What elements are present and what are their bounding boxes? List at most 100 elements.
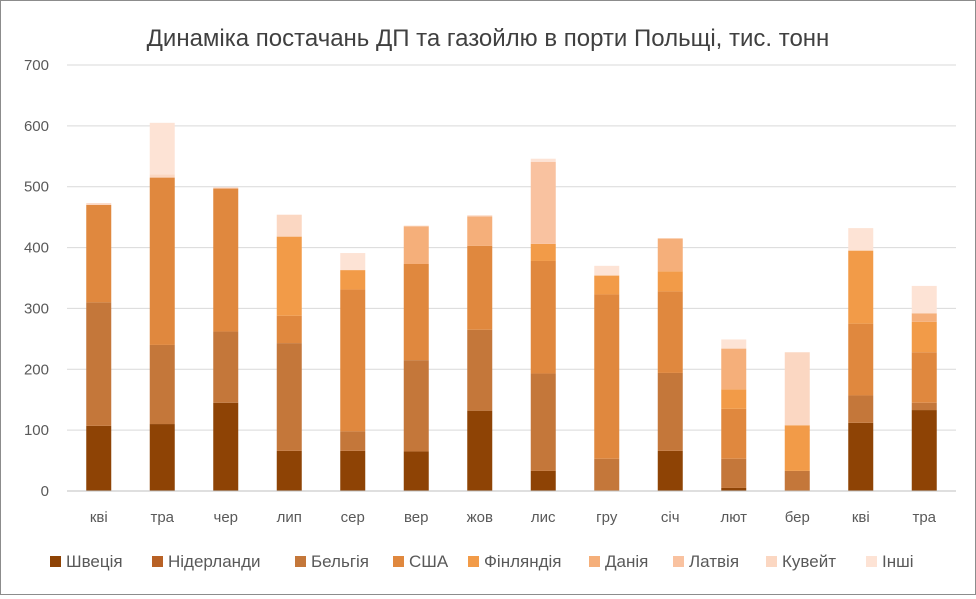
x-tick-label: кві [852, 509, 870, 526]
legend-swatch [589, 556, 600, 567]
legend-swatch [766, 556, 777, 567]
legend-item: Данія [589, 552, 648, 571]
x-tick-label: тра [912, 509, 936, 526]
bar-segment [530, 373, 556, 471]
chart-title: Динаміка постачань ДП та газойлю в порти… [147, 25, 830, 52]
bar-segment [657, 238, 683, 272]
bar-segment [848, 422, 874, 491]
bar-segment [848, 250, 874, 324]
legend-item: Нідерланди [152, 552, 260, 571]
bar-segment [149, 122, 175, 175]
bar-segment [403, 226, 429, 265]
bar-segment [721, 348, 747, 390]
y-axis-ticks: 0 100 200 300 400 500 600 700 [24, 57, 49, 500]
legend-swatch [152, 556, 163, 567]
y-tick-label: 300 [24, 300, 49, 317]
bar-segment [86, 425, 112, 491]
legend-item: США [393, 552, 449, 571]
x-tick-label: кві [90, 509, 108, 526]
legend-swatch [866, 556, 877, 567]
bar-segment [594, 294, 620, 459]
bar-segment [911, 313, 937, 322]
bar-segment [530, 243, 556, 261]
bar-segment [340, 450, 366, 491]
bar-segment [657, 271, 683, 292]
bar-segment [276, 214, 302, 237]
bar-segment [403, 225, 429, 227]
bar-segment [340, 270, 366, 290]
legend-swatch [468, 556, 479, 567]
bar-segment [467, 329, 493, 411]
y-tick-label: 400 [24, 240, 49, 257]
bar-segment [467, 215, 493, 217]
bar-segment [530, 260, 556, 374]
bar-segment [721, 339, 747, 349]
bar-segment [149, 174, 175, 178]
bar-segment [721, 458, 747, 488]
x-axis: кві тра чер лип сер вер жов лис гру січ лют бер кві т… [67, 490, 956, 526]
x-tick-label: сер [341, 509, 365, 526]
legend-item: Латвія [673, 552, 739, 571]
legend-item: Кувейт [766, 552, 836, 571]
y-tick-label: 600 [24, 118, 49, 135]
legend-label: Нідерланди [168, 552, 260, 571]
bar-segment [149, 424, 175, 491]
x-tick-label: лют [720, 509, 747, 526]
bar-segment [403, 360, 429, 452]
y-tick-label: 200 [24, 361, 49, 378]
bar-segment [784, 425, 810, 471]
bar-segment [848, 323, 874, 396]
legend-item: Фінляндія [468, 552, 562, 571]
bar-segment [911, 352, 937, 403]
bar-segment [86, 302, 112, 426]
x-tick-label: жов [467, 509, 493, 526]
legend-swatch [673, 556, 684, 567]
legend-label: Фінляндія [484, 552, 562, 571]
bar-segment [213, 187, 239, 189]
legend-label: США [409, 552, 449, 571]
legend-swatch [50, 556, 61, 567]
bar-segment [911, 410, 937, 491]
bar-segment [276, 315, 302, 344]
bar-segment [340, 431, 366, 451]
bar-segment [784, 352, 810, 426]
grid-lines [67, 64, 956, 431]
legend-item: Бельгія [295, 552, 369, 571]
bar-segment [721, 389, 747, 409]
legend-label: Бельгія [311, 552, 369, 571]
y-tick-label: 100 [24, 422, 49, 439]
x-tick-label: лип [277, 509, 302, 526]
bar-segment [594, 265, 620, 276]
bar-segment [149, 344, 175, 425]
y-tick-label: 0 [41, 483, 49, 500]
bar-segment [276, 236, 302, 316]
legend-label: Латвія [689, 552, 739, 571]
bar-segment [657, 291, 683, 373]
bar-segment [403, 264, 429, 361]
legend-swatch [295, 556, 306, 567]
bar-segment [276, 450, 302, 491]
legend-label: Інші [882, 552, 914, 571]
bar-segment [467, 410, 493, 491]
legend: Швеція Нідерланди Бельгія США Фінляндія Данія… [50, 552, 914, 571]
bar-segment [467, 245, 493, 330]
bar-segment [149, 177, 175, 345]
bar-segment [213, 188, 239, 332]
legend-item: Швеція [50, 552, 123, 571]
legend-swatch [393, 556, 404, 567]
bar-segment [911, 321, 937, 353]
bar-segment [276, 343, 302, 451]
legend-item: Інші [866, 552, 914, 571]
x-tick-label: вер [404, 509, 429, 526]
bar-segment [530, 470, 556, 491]
x-tick-label: гру [596, 509, 618, 526]
bar-segment [911, 285, 937, 314]
y-tick-label: 700 [24, 57, 49, 74]
x-tick-label: січ [661, 509, 680, 526]
bar-segment [657, 450, 683, 491]
bar-segment [721, 408, 747, 459]
bar-segment [594, 458, 620, 491]
legend-label: Швеція [66, 552, 123, 571]
